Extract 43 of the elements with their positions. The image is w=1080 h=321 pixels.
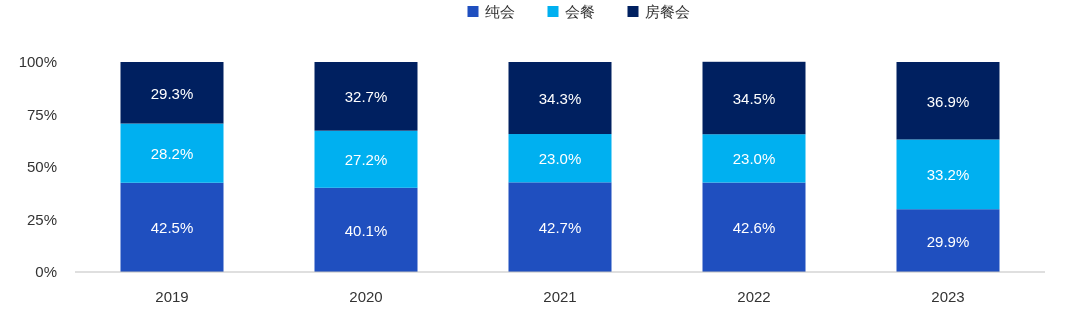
legend-label: 会餐 xyxy=(564,3,595,20)
bar xyxy=(120,62,224,124)
bar xyxy=(702,182,806,272)
data-label: 33.2% xyxy=(926,166,970,184)
y-tick-label: 100% xyxy=(18,53,57,70)
y-tick-label: 25% xyxy=(26,210,57,228)
y-tick-label: 75% xyxy=(26,105,57,123)
data-label: 23.0% xyxy=(732,150,776,168)
data-label: 29.9% xyxy=(926,232,970,250)
data-label: 34.3% xyxy=(538,90,582,108)
legend-label: 房餐会 xyxy=(644,3,690,20)
bar xyxy=(314,62,418,131)
bar xyxy=(896,139,1000,210)
x-tick-label: 2021 xyxy=(543,288,577,305)
y-tick-label: 0% xyxy=(35,263,57,280)
bar xyxy=(120,182,224,272)
data-label: 29.3% xyxy=(150,84,194,102)
bar xyxy=(314,187,418,272)
x-tick-label: 2019 xyxy=(155,288,189,305)
data-label: 36.9% xyxy=(926,92,970,110)
data-label: 42.6% xyxy=(732,219,776,237)
bar xyxy=(508,182,612,272)
data-label: 28.2% xyxy=(150,145,194,163)
x-tick-label: 2022 xyxy=(737,288,771,305)
bar xyxy=(896,209,1000,272)
bar xyxy=(702,134,806,183)
data-label: 34.5% xyxy=(732,90,776,108)
bar xyxy=(508,62,612,135)
bar xyxy=(508,134,612,183)
data-label: 27.2% xyxy=(344,151,388,169)
bar xyxy=(702,61,806,135)
bar xyxy=(314,130,418,188)
data-label: 40.1% xyxy=(344,221,388,239)
data-label: 42.5% xyxy=(150,219,194,237)
y-tick-label: 50% xyxy=(26,158,57,175)
data-label: 32.7% xyxy=(344,88,388,106)
data-label: 42.7% xyxy=(538,219,582,237)
legend-label: 纯会 xyxy=(484,3,515,20)
bar xyxy=(120,123,224,183)
x-tick-label: 2020 xyxy=(349,288,383,305)
bar xyxy=(896,62,1000,140)
x-tick-label: 2023 xyxy=(931,288,965,305)
data-label: 23.0% xyxy=(538,150,582,168)
